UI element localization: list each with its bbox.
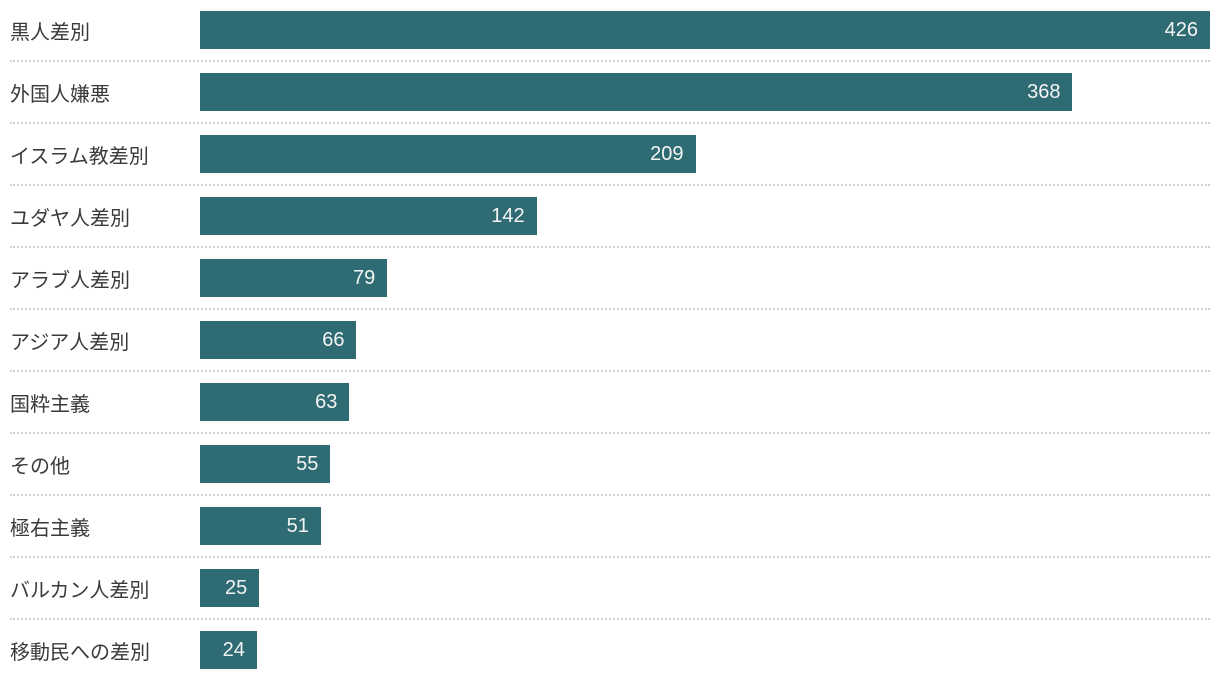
- category-label: バルカン人差別: [10, 579, 150, 602]
- category-label: 国粋主義: [10, 393, 90, 416]
- chart-row: その他 55: [10, 434, 1210, 496]
- chart-row: イスラム教差別 209: [10, 124, 1210, 186]
- bar-track: 55: [200, 445, 1210, 483]
- category-label: アラブ人差別: [10, 269, 130, 292]
- bar-track: 142: [200, 197, 1210, 235]
- category-label: ユダヤ人差別: [10, 207, 130, 230]
- chart-row: アラブ人差別 79: [10, 248, 1210, 310]
- bar-track: 209: [200, 135, 1210, 173]
- category-label: アジア人差別: [10, 331, 130, 354]
- bar: 51: [200, 507, 321, 545]
- value-label: 24: [222, 638, 245, 661]
- bar: 142: [200, 197, 537, 235]
- bar: 63: [200, 383, 350, 421]
- bar-track: 368: [200, 73, 1210, 111]
- value-label: 66: [322, 328, 345, 351]
- bar: 25: [200, 569, 260, 607]
- bar: 368: [200, 73, 1073, 111]
- bar-track: 79: [200, 259, 1210, 297]
- chart-row: 移動民への差別 24: [10, 620, 1210, 680]
- value-label: 426: [1164, 18, 1198, 41]
- value-label: 55: [296, 452, 319, 475]
- bar-track: 25: [200, 569, 1210, 607]
- category-label: 極右主義: [10, 517, 90, 540]
- chart-row: 極右主義 51: [10, 496, 1210, 558]
- bar: 24: [200, 631, 257, 669]
- chart-row: 黒人差別 426: [10, 0, 1210, 62]
- value-label: 79: [353, 266, 376, 289]
- value-label: 51: [286, 514, 309, 537]
- chart-row: バルカン人差別 25: [10, 558, 1210, 620]
- value-label: 209: [650, 142, 684, 165]
- bar-track: 63: [200, 383, 1210, 421]
- value-label: 368: [1027, 80, 1061, 103]
- bar-track: 426: [200, 11, 1210, 49]
- chart-row: アジア人差別 66: [10, 310, 1210, 372]
- bar: 79: [200, 259, 388, 297]
- value-label: 142: [491, 204, 525, 227]
- category-label: イスラム教差別: [10, 145, 149, 168]
- chart-row: 国粋主義 63: [10, 372, 1210, 434]
- category-label: 外国人嫌悪: [10, 83, 110, 106]
- bar: 209: [200, 135, 696, 173]
- bar-track: 51: [200, 507, 1210, 545]
- chart-row: 外国人嫌悪 368: [10, 62, 1210, 124]
- chart-row: ユダヤ人差別 142: [10, 186, 1210, 248]
- category-label: 黒人差別: [10, 21, 90, 44]
- bar: 66: [200, 321, 357, 359]
- bar: 426: [200, 11, 1210, 49]
- bar-track: 66: [200, 321, 1210, 359]
- category-label: 移動民への差別: [10, 641, 150, 664]
- bar: 55: [200, 445, 331, 483]
- value-label: 63: [315, 390, 338, 413]
- bar-track: 24: [200, 631, 1210, 669]
- category-label: その他: [10, 455, 70, 478]
- value-label: 25: [225, 576, 248, 599]
